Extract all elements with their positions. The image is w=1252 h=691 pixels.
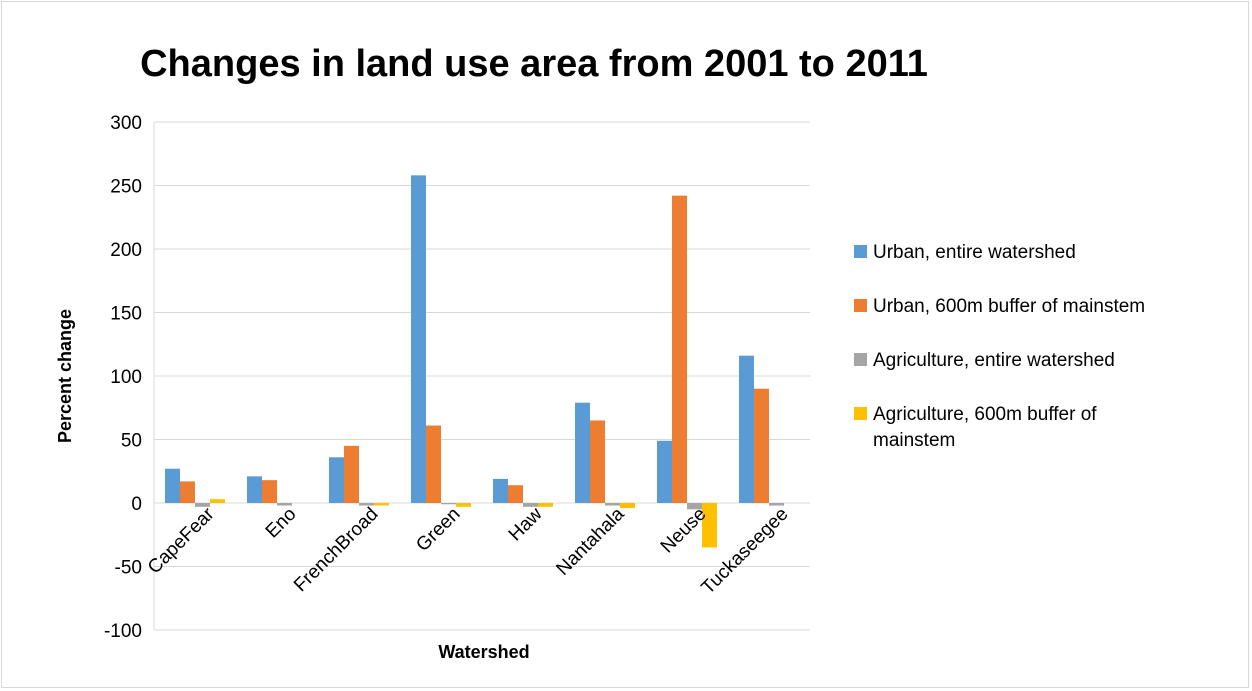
bar-capefear-series-3 bbox=[195, 503, 210, 507]
gridlines bbox=[153, 121, 810, 631]
bar-frenchbroad-series-3 bbox=[359, 503, 374, 506]
bars bbox=[165, 175, 799, 548]
bar-green-series-3 bbox=[441, 503, 456, 505]
legend-label: Urban, entire watershed bbox=[873, 242, 1076, 263]
legend: Urban, entire watershed Urban, 600m buffe… bbox=[854, 242, 1145, 451]
legend-label: Urban, 600m buffer of mainstem bbox=[873, 296, 1145, 317]
bar-eno-series-2 bbox=[262, 480, 277, 503]
bar-neuse-series-3 bbox=[687, 503, 702, 510]
bar-nantahala-series-4 bbox=[620, 503, 635, 509]
bar-haw-series-1 bbox=[493, 478, 508, 503]
x-category-label: Nantahala bbox=[552, 503, 628, 579]
bar-frenchbroad-series-2 bbox=[344, 445, 359, 503]
legend-label: Agriculture, 600m buffer of mainstem bbox=[873, 404, 1097, 451]
y-tick-label: 250 bbox=[110, 177, 142, 198]
y-tick-label: -100 bbox=[104, 621, 142, 642]
y-tick-label: 150 bbox=[110, 304, 142, 325]
x-axis-title: Watershed bbox=[438, 642, 529, 662]
bar-frenchbroad-series-4 bbox=[374, 503, 389, 506]
chart-title: Changes in land use area from 2001 to 20… bbox=[140, 43, 928, 85]
bar-capefear-series-4 bbox=[210, 499, 225, 503]
bar-green-series-1 bbox=[411, 175, 426, 503]
x-category-label: CapeFear bbox=[144, 503, 219, 578]
x-category-label: Eno bbox=[262, 504, 301, 543]
y-axis-ticks: 300 250 200 150 100 50 0 -50 -100 bbox=[104, 113, 142, 642]
legend-swatch bbox=[854, 245, 867, 258]
y-tick-label: 50 bbox=[121, 431, 142, 452]
bar-neuse-series-1 bbox=[657, 440, 672, 503]
bar-nantahala-series-3 bbox=[605, 503, 620, 506]
bar-capefear-series-2 bbox=[180, 481, 195, 503]
x-category-label: FrenchBroad bbox=[290, 504, 383, 597]
bar-capefear-series-1 bbox=[165, 468, 180, 503]
x-category-label: Green bbox=[412, 504, 464, 556]
bar-tuckaseegee-series-3 bbox=[769, 503, 784, 506]
bar-frenchbroad-series-1 bbox=[329, 457, 344, 503]
bar-haw-series-4 bbox=[538, 503, 553, 507]
bar-tuckaseegee-series-2 bbox=[754, 388, 769, 503]
bar-neuse-series-2 bbox=[672, 195, 687, 503]
bar-eno-series-3 bbox=[277, 503, 292, 506]
legend-swatch bbox=[854, 353, 867, 366]
y-tick-label: -50 bbox=[115, 558, 142, 579]
bar-nantahala-series-2 bbox=[590, 420, 605, 503]
bar-nantahala-series-1 bbox=[575, 402, 590, 503]
y-tick-label: 200 bbox=[110, 240, 142, 261]
x-category-label: Haw bbox=[505, 503, 547, 545]
bar-haw-series-3 bbox=[523, 503, 538, 507]
bar-green-series-2 bbox=[426, 425, 441, 503]
y-tick-label: 0 bbox=[131, 494, 142, 515]
legend-swatch bbox=[854, 299, 867, 312]
bar-eno-series-1 bbox=[247, 476, 262, 503]
legend-label: Agriculture, entire watershed bbox=[873, 350, 1115, 371]
bar-tuckaseegee-series-1 bbox=[739, 355, 754, 503]
bar-green-series-4 bbox=[456, 503, 471, 507]
y-tick-label: 100 bbox=[110, 367, 142, 388]
bar-haw-series-2 bbox=[508, 485, 523, 503]
legend-swatch bbox=[854, 407, 867, 420]
y-tick-label: 300 bbox=[110, 113, 142, 134]
y-axis-title: Percent change bbox=[55, 309, 75, 443]
bar-neuse-series-4 bbox=[702, 503, 717, 548]
